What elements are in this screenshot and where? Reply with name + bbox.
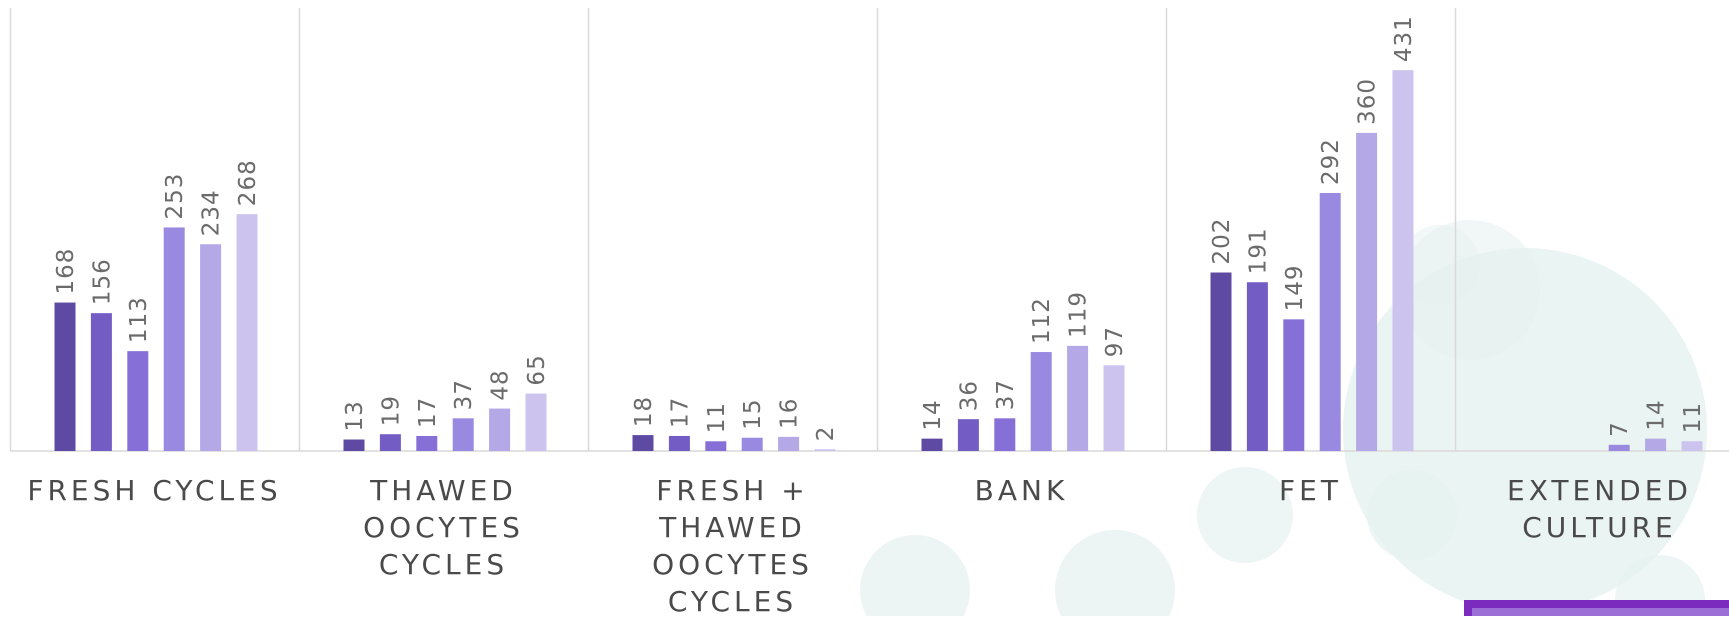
value-label: 18	[631, 396, 657, 427]
bar	[525, 393, 547, 451]
bar	[921, 438, 943, 451]
bar	[705, 441, 727, 451]
bar	[994, 418, 1016, 451]
value-label: 16	[777, 398, 803, 429]
corner-box-inner	[1472, 608, 1729, 616]
bar	[1608, 444, 1630, 451]
value-label: 149	[1282, 264, 1308, 311]
value-label: 11	[704, 402, 730, 433]
value-label: 119	[1066, 291, 1092, 338]
decor-circle	[1055, 530, 1175, 616]
value-label: 113	[126, 296, 152, 343]
bar	[1392, 70, 1414, 452]
bar	[1030, 352, 1052, 451]
value-label: 48	[488, 369, 514, 400]
decor-circle	[1367, 470, 1457, 560]
category-label: FET	[1279, 474, 1342, 507]
bar	[236, 214, 258, 451]
bar	[54, 302, 76, 451]
bar	[1210, 272, 1232, 451]
category-label: THAWED OOCYTES CYCLES	[363, 474, 524, 581]
bar	[416, 435, 438, 451]
bar	[1356, 132, 1378, 452]
bar	[343, 439, 365, 451]
category-label: BANK	[974, 474, 1069, 507]
value-label: 168	[53, 248, 79, 295]
value-label: 234	[199, 189, 225, 236]
corner-box	[1464, 600, 1729, 616]
bar	[778, 436, 800, 451]
value-label: 191	[1245, 227, 1271, 274]
value-label: 360	[1355, 78, 1381, 125]
decor-circle	[1197, 467, 1293, 563]
bar	[379, 434, 401, 451]
bar	[1645, 438, 1667, 451]
value-label: 11	[1680, 402, 1706, 433]
bar	[163, 227, 185, 451]
value-label: 17	[667, 397, 693, 428]
category-label: EXTENDED CULTURE	[1507, 474, 1692, 544]
bar	[1283, 319, 1305, 451]
value-label: 431	[1391, 15, 1417, 62]
category-label: FRESH + THAWED OOCYTES CYCLES	[652, 474, 813, 618]
value-label: 19	[378, 395, 404, 426]
bar	[814, 449, 836, 451]
value-label: 202	[1209, 218, 1235, 265]
bar	[127, 351, 149, 451]
value-label: 7	[1607, 421, 1633, 437]
bar	[200, 244, 222, 451]
value-label: 292	[1318, 138, 1344, 185]
bar	[1246, 282, 1268, 451]
bar	[489, 408, 511, 451]
value-label: 156	[89, 258, 115, 305]
bar	[741, 437, 763, 451]
value-label: 253	[162, 173, 188, 220]
value-label: 14	[920, 399, 946, 430]
bar	[452, 418, 474, 451]
value-label: 17	[415, 397, 441, 428]
value-label: 65	[524, 354, 550, 385]
value-label: 37	[993, 379, 1019, 410]
value-label: 2	[813, 426, 839, 442]
bar-series	[54, 70, 1703, 452]
bar	[90, 313, 112, 451]
category-separators	[9, 8, 1457, 451]
value-label: 36	[956, 380, 982, 411]
value-label: 13	[342, 400, 368, 431]
value-label: 15	[740, 398, 766, 429]
bar	[1067, 345, 1089, 451]
decor-circle	[1400, 225, 1480, 305]
category-label: FRESH CYCLES	[27, 474, 282, 507]
value-label: 37	[451, 379, 477, 410]
bar	[957, 419, 979, 451]
value-label: 268	[235, 159, 261, 206]
decor-circle	[860, 535, 970, 616]
bar	[632, 435, 654, 451]
bar	[1319, 192, 1341, 451]
bar	[1681, 441, 1703, 451]
value-label: 14	[1644, 399, 1670, 430]
value-label: 112	[1029, 297, 1055, 344]
value-label: 97	[1102, 326, 1128, 357]
bar	[668, 435, 690, 451]
bar	[1103, 365, 1125, 451]
